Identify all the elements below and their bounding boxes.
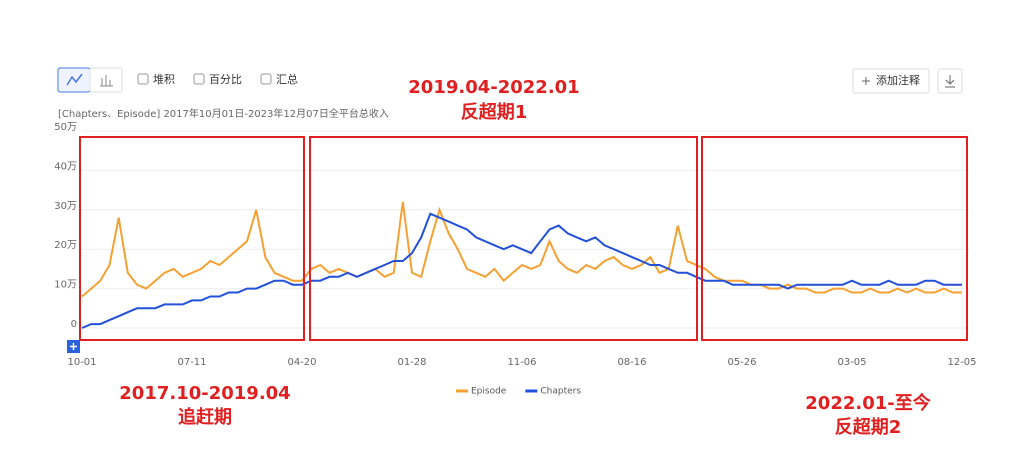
y-tick-label: 40万 [54, 161, 77, 172]
highlight-box [701, 136, 968, 341]
add-note-button[interactable] [852, 68, 930, 94]
checkbox[interactable] [193, 73, 205, 85]
x-tick-label: 03-05 [837, 357, 866, 368]
legend-label: Chapters [540, 387, 581, 397]
plus-icon [862, 77, 870, 85]
x-tick-label: 07-11 [177, 357, 206, 368]
expand-icon [70, 343, 77, 350]
checkbox[interactable] [137, 73, 149, 85]
y-tick-label: 20万 [54, 240, 77, 251]
x-tick-label: 08-16 [617, 357, 646, 368]
line-series [81, 212, 962, 329]
y-tick-label: 10万 [54, 280, 77, 291]
option-label: 汇总 [276, 72, 298, 86]
add-note-label: 添加注释 [876, 73, 920, 87]
option-label: 百分比 [209, 73, 242, 86]
annotation: 反超期2 [835, 416, 902, 438]
x-tick-label: 01-28 [397, 357, 426, 368]
bar-icon [100, 75, 113, 87]
download-icon [945, 75, 955, 88]
highlight-box [79, 136, 305, 341]
x-tick-label: 05-26 [727, 357, 756, 368]
x-tick-label: 11-06 [507, 357, 536, 368]
x-tick-label: 12-05 [947, 357, 976, 368]
highlight-box [309, 136, 698, 341]
annotation: 2019.04-2022.01 [408, 77, 579, 98]
x-tick-label: 04-20 [287, 357, 316, 368]
option-label: 堆积 [153, 73, 175, 86]
plot: 0 10万 20万 30万 40万 50万 10-01 07-11 04-20 01-28 11-0… [54, 122, 976, 397]
annotation: 2017.10-2019.04 [119, 383, 290, 404]
annotation: 反超期1 [461, 101, 528, 123]
y-tick-label: 0 [71, 319, 77, 330]
y-tick-label: 30万 [54, 201, 77, 212]
line-series [81, 201, 962, 298]
x-tick-label: 10-01 [67, 357, 96, 368]
line-icon [66, 73, 83, 86]
subtitle: [Chapters、Episode] 2017年10月01日-2023年12月0… [58, 107, 389, 120]
annotation: 2022.01-至今 [805, 392, 931, 414]
checkbox[interactable] [260, 73, 272, 85]
legend-label: Episode [471, 387, 507, 397]
annotation: 追赶期 [178, 406, 232, 428]
y-tick-label: 50万 [54, 122, 77, 133]
